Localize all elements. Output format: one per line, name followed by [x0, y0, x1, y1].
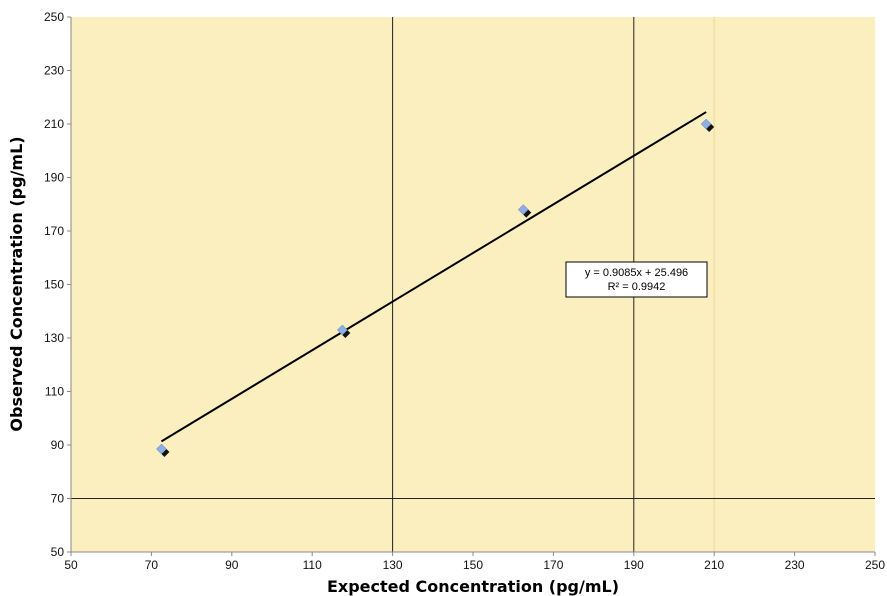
trendline: [160, 111, 707, 443]
y-axis-title: Observed Concentration (pg/mL): [7, 136, 26, 431]
data-point-marker: [156, 443, 167, 455]
plot-area: [71, 17, 875, 552]
x-tick-label: 130: [383, 558, 403, 572]
trendline-equation: y = 0.9085x + 25.496: [585, 267, 688, 279]
x-tick-label: 50: [64, 558, 78, 572]
y-tick-label: 110: [45, 385, 64, 399]
x-tick-label: 110: [303, 558, 322, 572]
x-tick-label: 190: [624, 558, 644, 572]
y-tick-label: 130: [44, 331, 64, 345]
y-tick-label: 210: [44, 117, 64, 131]
x-tick-label: 70: [145, 558, 159, 572]
x-tick-label: 170: [543, 558, 563, 572]
data-point-marker: [336, 324, 348, 336]
y-tick-label: 230: [44, 64, 64, 78]
data-point-1: [156, 443, 170, 458]
data-point-3: [517, 204, 532, 218]
data-points-layer: [156, 118, 715, 458]
data-point-marker: [700, 118, 712, 130]
x-tick-label: 250: [865, 558, 885, 572]
y-tick-label: 250: [44, 10, 64, 24]
r-squared-label: R² = 0.9942: [608, 281, 666, 293]
data-point-marker: [517, 204, 529, 215]
y-tick-label: 170: [44, 224, 64, 238]
x-tick-label: 230: [785, 558, 805, 572]
tick-labels-layer: 50 70 90 110 130 150 170 190 210 230 250 50 70 90 110 1…: [44, 10, 885, 572]
data-point-2: [336, 324, 351, 338]
y-tick-label: 190: [44, 171, 64, 185]
x-tick-label: 150: [463, 558, 483, 572]
x-tick-label: 90: [225, 558, 239, 572]
x-tick-label: 210: [704, 558, 724, 572]
y-tick-label: 90: [51, 438, 65, 452]
y-tick-label: 50: [51, 545, 65, 559]
data-point-4: [700, 118, 715, 132]
x-axis-title: Expected Concentration (pg/mL): [327, 577, 619, 596]
axis-layer: [67, 16, 876, 556]
y-tick-label: 70: [51, 492, 65, 506]
equation-box: y = 0.9085x + 25.496 R² = 0.9942: [565, 261, 708, 298]
equation-box-frame: [565, 261, 708, 298]
trendline-layer: [160, 111, 707, 443]
y-tick-label: 150: [44, 278, 64, 292]
